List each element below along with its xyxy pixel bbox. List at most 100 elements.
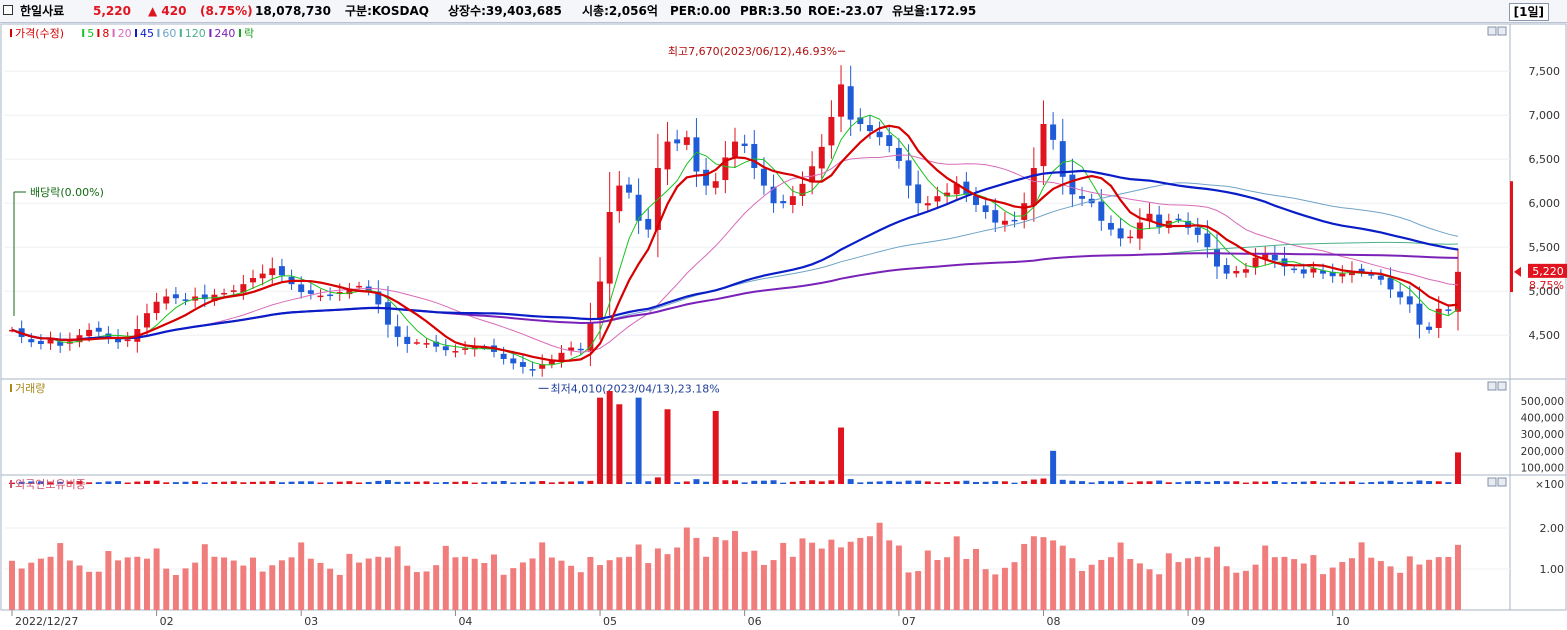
volume-bar [1358,482,1365,484]
foreign-bar [1098,559,1105,610]
candle-body [587,322,594,351]
volume-bar [1252,481,1259,484]
foreign-bar [1242,570,1249,610]
volume-bar [182,481,189,484]
volume-bar [433,482,440,484]
volume-bar [1348,481,1355,484]
foreign-bar [1281,556,1288,610]
volume-bar [86,482,93,484]
candle-body [413,342,420,344]
candle-body [510,358,517,364]
candle-body [1281,258,1288,267]
candle-body [1300,269,1307,274]
volume-bar [1310,481,1317,484]
legend-label: 60 [162,27,176,40]
foreign-bar [1271,557,1278,610]
panel-close-icon[interactable] [1497,477,1507,487]
candle-body [452,351,459,353]
volume-tick-label: 500,000 [1521,396,1564,408]
volume-bar [992,481,999,484]
foreign-bar [115,560,122,610]
foreign-bar [1069,558,1076,610]
period-button[interactable]: [1일] [1508,3,1549,21]
volume-bar [413,481,420,484]
foreign-bar [973,548,979,610]
foreign-bar [1445,556,1452,610]
foreign-bar [9,560,15,610]
legend-label: 240 [214,27,235,40]
foreign-bar [1001,567,1008,610]
candle-body [240,284,247,293]
price-tick-label: 7,500 [1529,65,1561,78]
foreign-bar [1185,558,1192,610]
panel-close-icon[interactable] [1497,381,1507,391]
foreign-bar [934,560,941,610]
foreign-bar [1165,553,1172,610]
foreign-bar [433,565,440,610]
stock-name[interactable]: 한일사료 [20,4,65,18]
foreign-bar [201,544,208,610]
volume-bar [153,480,160,484]
volume-bar [866,481,873,484]
candle-body [327,294,334,297]
foreign-bar [462,556,469,610]
select-checkbox[interactable] [3,5,13,15]
volume-bar [1098,481,1105,484]
foreign-bar [953,536,960,610]
candle-body [153,301,160,314]
volume-bar [548,482,555,484]
foreign-bar [1310,555,1317,610]
volume-bar [1329,482,1336,484]
candle-body [86,329,93,337]
foreign-bar [1223,566,1230,610]
volume-bar [1156,480,1163,484]
volume-bar [375,480,382,484]
candle-body [1146,213,1153,221]
foreign-bar [1291,559,1298,610]
volume-bar [1185,481,1192,484]
candle-body [95,327,102,332]
candle-body [1416,303,1423,325]
market-type: 구분:KOSDAQ [345,4,429,18]
panel-minimize-icon[interactable] [1487,381,1497,391]
candle-body [221,292,228,295]
volume-bar [1271,481,1278,484]
volume-bar [1175,482,1182,484]
foreign-bar [809,542,816,610]
foreign-bar [674,547,681,610]
volume-bar [57,481,64,484]
foreign-bar [1397,572,1404,610]
volume-bar [818,481,825,484]
volume-bar [124,482,131,484]
candle-body [1040,124,1047,167]
x-tick-label: 09 [1191,615,1205,628]
candle-body [529,369,536,371]
foreign-bar [519,562,526,610]
candle-body [1098,201,1105,221]
volume-bar [327,482,334,484]
volume-bar [278,482,285,484]
panel-close-icon[interactable] [1497,26,1507,36]
foreign-bar [1127,559,1134,610]
foreign-bar [1435,557,1442,610]
foreign-bar [606,560,613,610]
volume-bar [674,482,681,484]
foreign-bar [76,565,83,610]
candle-body [944,192,951,197]
candle-body [683,137,690,145]
foreign-bar [211,556,218,610]
volume-bar [250,481,256,484]
candle-body [703,169,710,186]
panel-minimize-icon[interactable] [1487,26,1497,36]
panel-minimize-icon[interactable] [1487,477,1497,487]
foreign-bar [1107,557,1114,610]
volume-bar [1136,481,1143,484]
foreign-bar [1194,556,1201,610]
candle-body [384,302,391,325]
volume-bar [799,481,806,484]
volume-bar [201,482,208,484]
volume-bar [28,481,35,484]
candle-body [37,340,44,344]
foreign-bar [866,536,873,610]
volume-bar [105,481,112,484]
